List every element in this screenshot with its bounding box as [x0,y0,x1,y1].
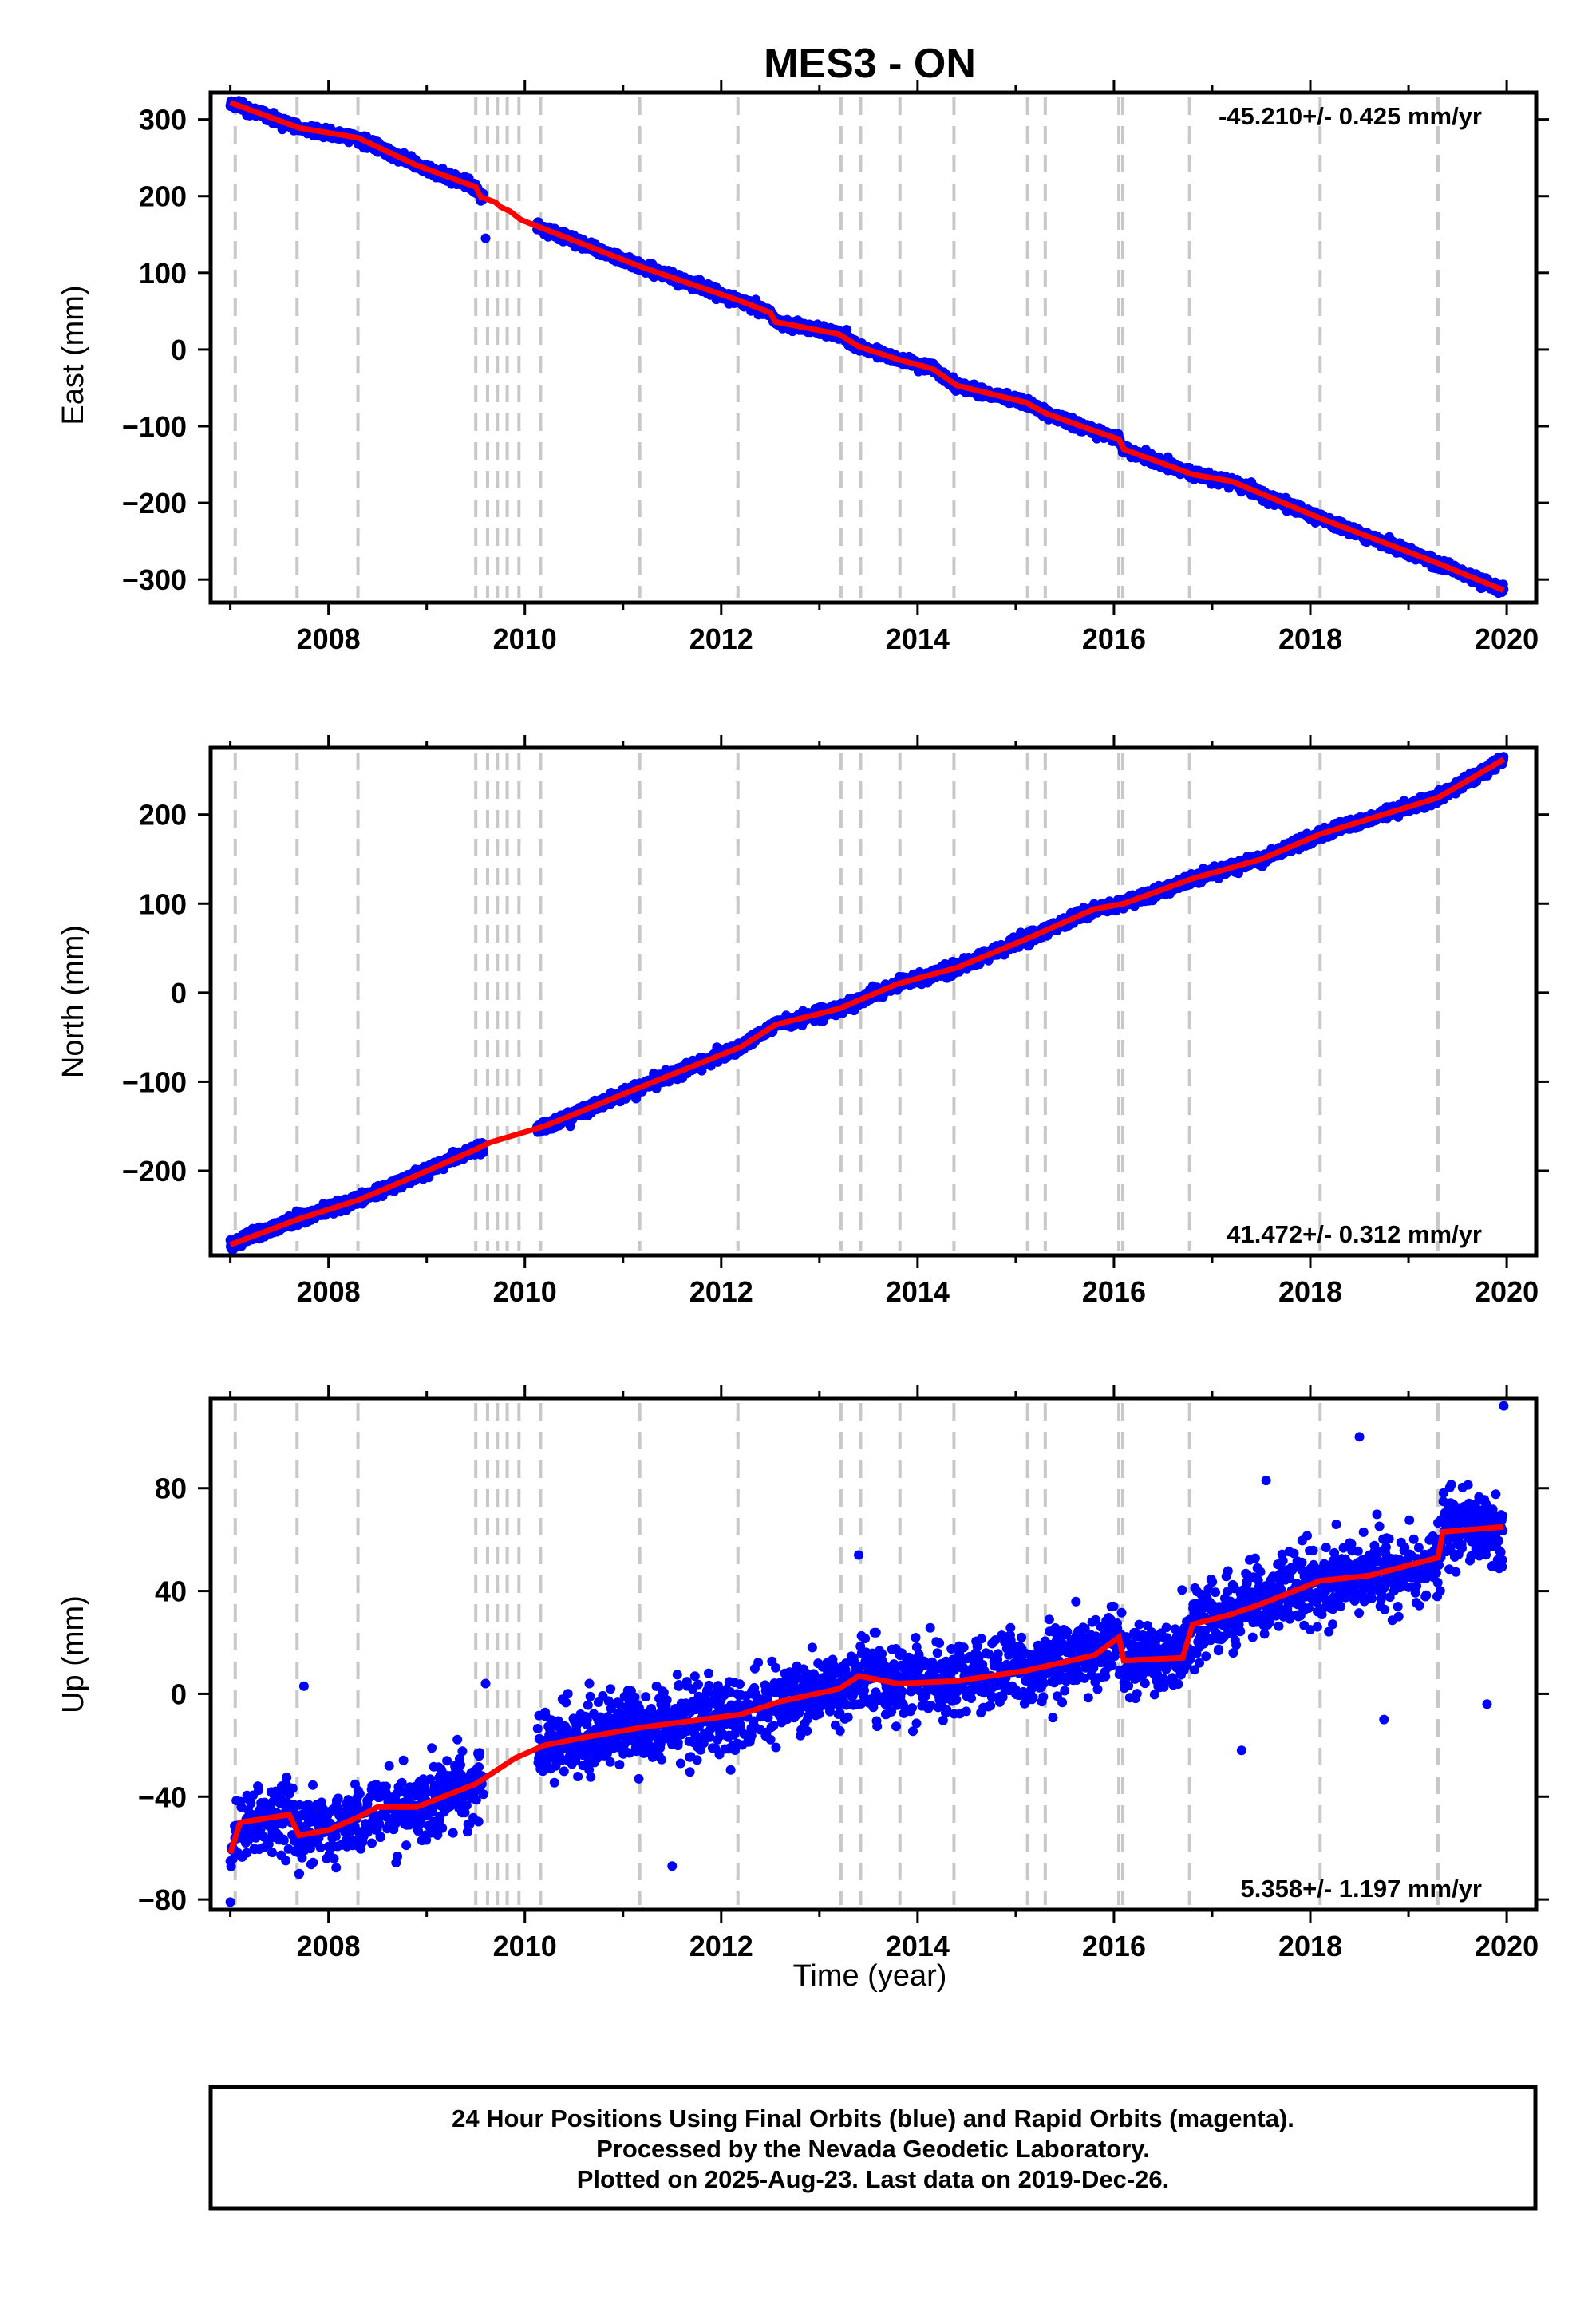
east-panel: 2008 2010 2012 2014 2016 2018 2020 300 200 100 0 −1… [57,80,1549,655]
x-tick-label: 2016 [1082,622,1146,655]
y-tick-label: 0 [171,334,187,366]
x-tick-label: 2018 [1278,622,1342,655]
y-tick-label: −300 [122,563,187,596]
chart-title: MES3 - ON [764,41,976,87]
y-tick-label: 200 [139,180,187,213]
y-tick-label: 300 [139,104,187,136]
x-tick-label: 2010 [493,622,557,655]
x-tick-label: 2020 [1475,622,1539,655]
y-tick-label: 100 [139,257,187,290]
x-tick-label: 2014 [886,622,950,655]
y-tick-label: −100 [122,410,187,443]
x-tick-label: 2008 [297,622,361,655]
y-axis-label: East (mm) [57,285,90,425]
data-point-outlier [480,233,491,243]
x-tick-label: 2012 [689,622,753,655]
rate-label: -45.210+/- 0.425 mm/yr [1219,102,1482,130]
north-panel: 2008 2010 2012 2014 2016 2018 20202001000−100−… [57,735,1549,1308]
y-tick-label: −200 [122,487,187,520]
